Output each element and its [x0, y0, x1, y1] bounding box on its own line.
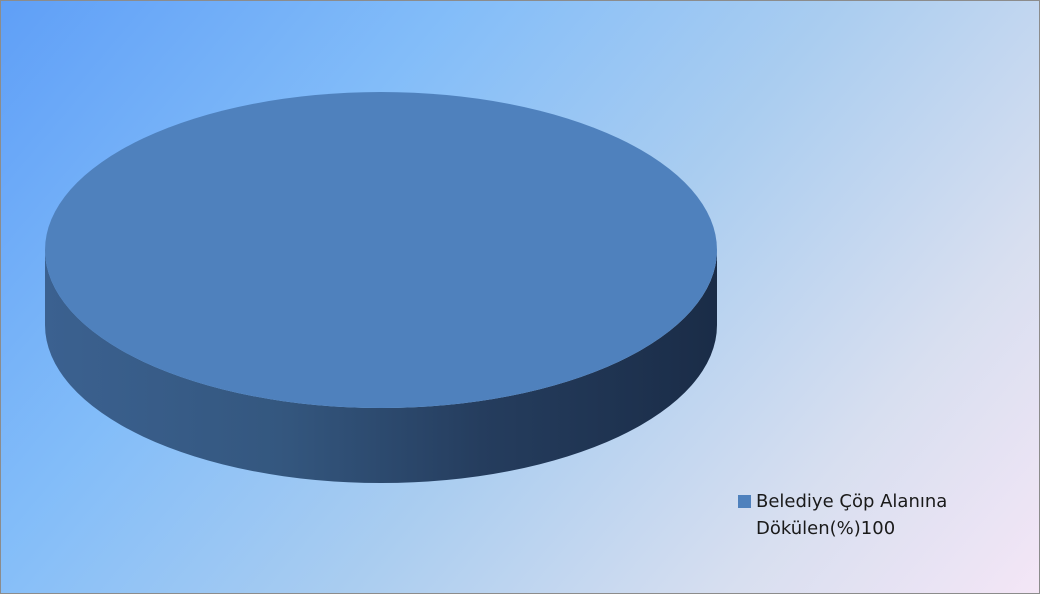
pie-slice-side — [45, 250, 717, 483]
legend-label: Belediye Çöp Alanına Dökülen(%)100 — [756, 491, 948, 539]
legend: Belediye Çöp Alanına Dökülen(%)100 — [738, 488, 1016, 542]
pie-slice — [45, 92, 717, 408]
legend-swatch — [738, 495, 751, 508]
